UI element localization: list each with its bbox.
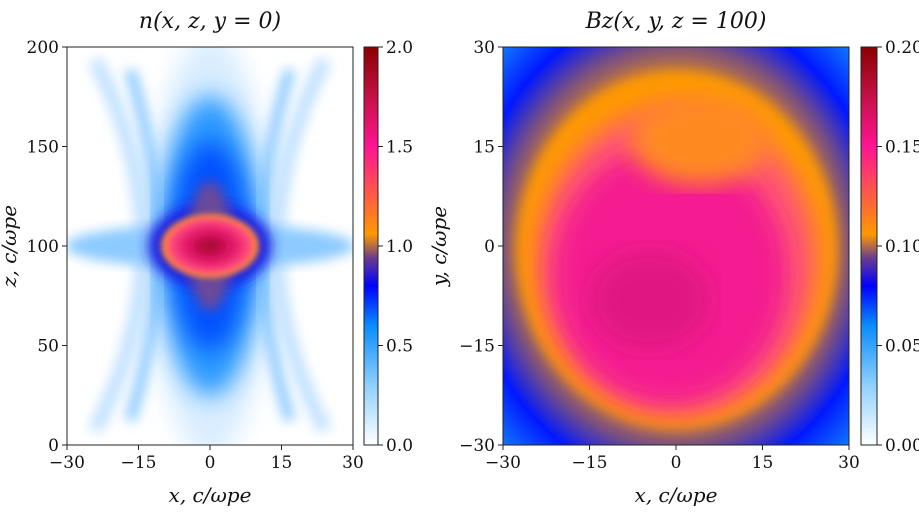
right-xlabel: x, c/ωpe xyxy=(635,483,718,507)
left-colorbar-label: 2.0 xyxy=(386,38,413,58)
right-ytick-label: 30 xyxy=(473,38,495,58)
bz-heatmap xyxy=(503,47,849,445)
right-xtick-label: −15 xyxy=(572,453,608,473)
left-xtick-label: −30 xyxy=(49,453,85,473)
right-ytick-label: 15 xyxy=(473,138,495,158)
left-xtick-label: 0 xyxy=(205,453,216,473)
left-ytick-label: 200 xyxy=(27,38,59,58)
right-colorbar-label: 0.15 xyxy=(885,138,919,158)
left-colorbar-label: 1.0 xyxy=(386,237,413,257)
left-xlabel: x, c/ωpe xyxy=(169,483,252,507)
left-ytick-label: 0 xyxy=(48,436,59,456)
right-xtick-label: 30 xyxy=(838,453,860,473)
right-colorbar-label: 0.10 xyxy=(885,237,919,257)
right-title: Bz(x, y, z = 100) xyxy=(585,9,767,34)
left-ytick-label: 50 xyxy=(37,337,59,357)
right-ytick-label: 0 xyxy=(484,237,495,257)
left-ytick-label: 100 xyxy=(27,237,59,257)
left-colorbar-label: 1.5 xyxy=(386,138,413,158)
density-heatmap xyxy=(67,47,353,445)
left-colorbar-label: 0.0 xyxy=(386,436,413,456)
left-xtick-label: 15 xyxy=(271,453,293,473)
right-xtick-label: 0 xyxy=(671,453,682,473)
right-xtick-label: −30 xyxy=(485,453,521,473)
right-colorbar-label: 0.20 xyxy=(885,38,919,58)
right-colorbar-label: 0.05 xyxy=(885,337,919,357)
left-xtick-label: 30 xyxy=(342,453,364,473)
left-ytick-label: 150 xyxy=(27,138,59,158)
right-xtick-label: 15 xyxy=(752,453,774,473)
right-ytick-label: −30 xyxy=(459,436,495,456)
right-colorbar xyxy=(860,46,878,446)
left-title: n(x, z, y = 0) xyxy=(139,9,281,34)
left-colorbar-label: 0.5 xyxy=(386,337,413,357)
right-ytick-label: −15 xyxy=(459,337,495,357)
left-ylabel: z, c/ωpe xyxy=(0,205,21,288)
right-colorbar-label: 0.00 xyxy=(885,436,919,456)
right-ylabel: y, c/ωpe xyxy=(427,206,451,287)
left-xtick-label: −15 xyxy=(121,453,157,473)
left-colorbar xyxy=(363,46,379,446)
